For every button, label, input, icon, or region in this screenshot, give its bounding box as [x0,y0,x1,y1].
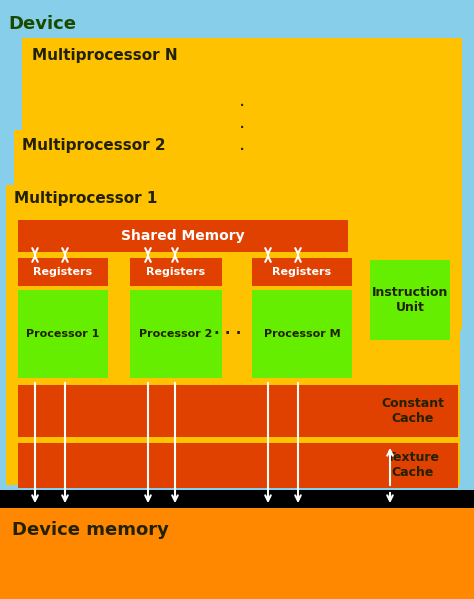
Text: ·
·
·: · · · [239,96,245,159]
Bar [130,290,222,378]
Bar [18,290,108,378]
Text: Processor 1: Processor 1 [27,329,100,339]
Text: Registers: Registers [34,267,92,277]
Text: Multiprocessor 2: Multiprocessor 2 [22,138,165,153]
Bar [370,260,450,340]
Text: Processor M: Processor M [264,329,340,339]
Text: Multiprocessor 1: Multiprocessor 1 [14,191,157,206]
Text: Constant
Cache: Constant Cache [382,397,445,425]
Text: Multiprocessor N: Multiprocessor N [32,48,178,63]
Bar [0,508,474,599]
Bar [252,258,352,286]
Text: Shared Memory: Shared Memory [121,229,245,243]
Text: Device: Device [8,15,76,33]
Bar [130,258,222,286]
Bar [22,38,462,238]
Bar [0,490,474,508]
Text: Texture
Cache: Texture Cache [386,451,439,479]
Text: Device memory: Device memory [12,521,169,539]
Bar [18,220,348,252]
Text: · · ·: · · · [214,326,242,341]
Text: Registers: Registers [146,267,206,277]
Text: Registers: Registers [273,267,331,277]
Text: Processor 2: Processor 2 [139,329,213,339]
Bar [252,290,352,378]
Bar [18,443,458,488]
Text: Instruction
Unit: Instruction Unit [372,286,448,314]
Bar [18,385,458,437]
Bar [18,258,108,286]
Bar [14,130,462,330]
Bar [6,185,460,485]
